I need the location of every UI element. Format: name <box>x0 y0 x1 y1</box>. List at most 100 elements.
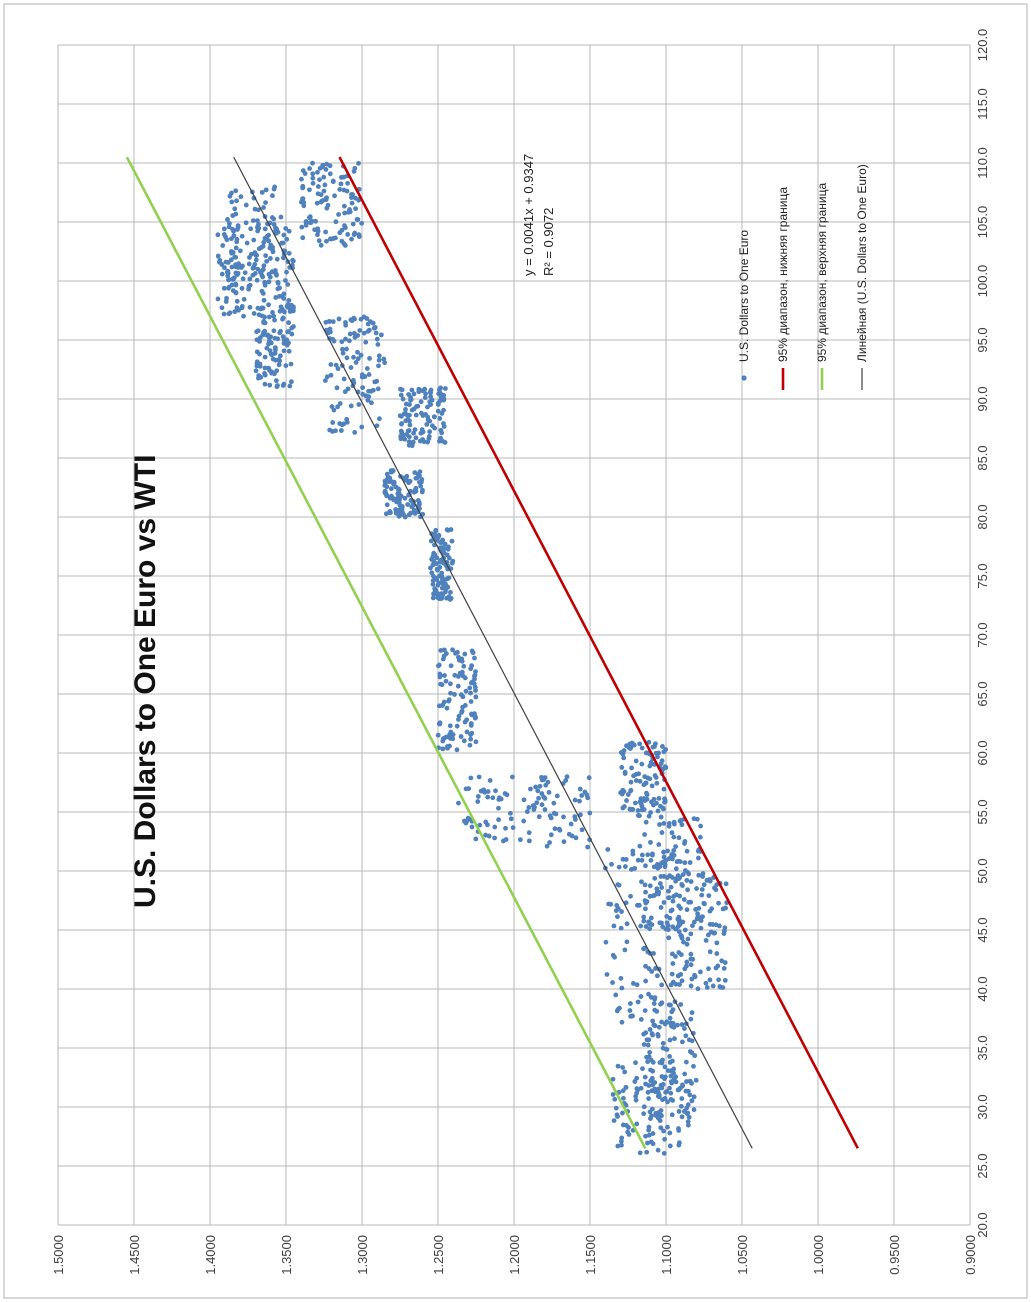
scatter-point <box>288 361 294 367</box>
scatter-point <box>615 914 620 920</box>
x-tick-label: 35.0 <box>975 1035 990 1060</box>
scatter-point <box>661 900 667 905</box>
scatter-point <box>407 422 413 428</box>
scatter-point <box>253 257 259 263</box>
scatter-point <box>693 906 699 912</box>
scatter-point <box>271 328 277 334</box>
scatter-point <box>658 1125 664 1131</box>
scatter-point <box>261 263 267 269</box>
scatter-point <box>444 744 450 749</box>
scatter-point <box>342 223 347 229</box>
scatter-point <box>327 427 333 433</box>
scatter-point <box>639 852 645 858</box>
scatter-point <box>411 406 417 412</box>
scatter-point <box>642 798 648 804</box>
scatter-point <box>215 232 221 238</box>
scatter-point <box>503 825 508 831</box>
scatter-point <box>524 809 530 815</box>
scatter-point <box>662 1136 668 1142</box>
scatter-point <box>604 972 610 977</box>
scatter-point <box>435 732 441 738</box>
scatter-point <box>485 789 491 794</box>
scatter-point <box>654 886 660 892</box>
scatter-point <box>636 902 642 908</box>
scatter-point <box>641 946 646 952</box>
scatter-point <box>327 319 332 324</box>
scatter-point <box>662 1064 668 1070</box>
scatter-point <box>408 510 414 516</box>
scatter-point <box>266 338 272 344</box>
scatter-point <box>703 980 709 986</box>
scatter-point <box>468 699 474 704</box>
scatter-point <box>673 926 679 932</box>
scatter-point <box>561 814 566 820</box>
scatter-point <box>682 841 687 846</box>
scatter-point <box>307 166 313 171</box>
scatter-point <box>415 403 421 409</box>
scatter-point <box>335 366 341 372</box>
scatter-point <box>669 1112 675 1118</box>
scatter-point <box>690 956 696 962</box>
scatter-point <box>684 1079 689 1084</box>
scatter-point <box>353 360 359 365</box>
x-tick-label: 115.0 <box>975 88 990 120</box>
scatter-point <box>339 422 345 428</box>
scatter-point <box>238 194 244 200</box>
scatter-point <box>229 282 235 288</box>
scatter-point <box>473 739 479 745</box>
scatter-point <box>637 1150 643 1156</box>
scatter-point <box>510 825 516 831</box>
scatter-point <box>301 200 307 205</box>
scatter-point <box>634 1121 640 1127</box>
scatter-point <box>469 648 475 654</box>
scatter-point <box>409 504 415 510</box>
y-tick-label: 1.3500 <box>279 1235 294 1275</box>
scatter-point <box>716 900 721 906</box>
scatter-point <box>248 251 254 257</box>
scatter-point <box>278 353 283 359</box>
ticks-layer: 20.0 25.0 30.0 35.0 40.0 45.0 50.0 55.0 60.0 65.0… <box>51 29 990 1275</box>
scatter-point <box>648 839 653 845</box>
scatter-point <box>627 746 633 751</box>
scatter-point <box>247 282 253 288</box>
scatter-point <box>606 901 612 907</box>
scatter-point <box>233 270 239 276</box>
scatter-point <box>284 236 290 242</box>
scatter-point <box>357 328 363 333</box>
scatter-point <box>395 486 401 492</box>
scatter-point <box>227 221 232 226</box>
scatter-point <box>270 193 275 199</box>
x-tick-label: 60.0 <box>975 740 990 765</box>
scatter-point <box>659 1085 665 1091</box>
scatter-point <box>713 965 719 971</box>
scatter-point <box>646 966 652 971</box>
scatter-point <box>579 793 585 798</box>
scatter-point <box>667 1143 673 1149</box>
scatter-point <box>475 799 481 804</box>
scatter-point <box>688 951 694 957</box>
scatter-point <box>615 1143 621 1149</box>
x-tick-label: 85.0 <box>975 445 990 470</box>
scatter-point <box>504 792 510 798</box>
scatter-point <box>686 1114 692 1120</box>
scatter-point <box>272 317 277 323</box>
scatter-point <box>651 1001 657 1006</box>
scatter-point <box>620 1110 625 1116</box>
scatter-point <box>536 795 541 801</box>
scatter-point <box>230 250 236 255</box>
scatter-point <box>670 961 676 966</box>
scatter-point <box>398 428 404 434</box>
scatter-point <box>441 421 446 426</box>
scatter-point <box>510 774 515 780</box>
scatter-point <box>448 729 454 735</box>
scatter-point <box>356 232 362 238</box>
scatter-point <box>643 978 649 984</box>
scatter-point <box>618 925 624 931</box>
scatter-point <box>337 401 343 406</box>
scatter-point <box>461 663 467 669</box>
scatter-point <box>370 320 376 326</box>
scatter-point <box>536 814 542 820</box>
y-tick-label: 1.2500 <box>431 1235 446 1275</box>
scatter-point <box>273 225 278 231</box>
